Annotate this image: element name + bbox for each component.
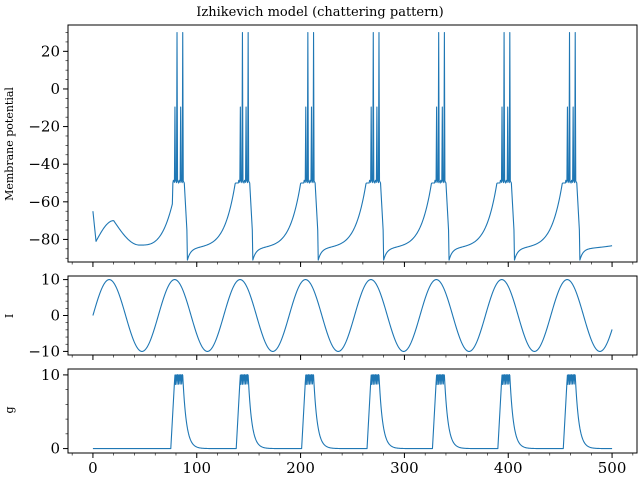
conductance-series-line: [92, 374, 613, 450]
conductance-axes-frame: [67, 368, 638, 454]
membrane-potential-series-line: [92, 31, 613, 261]
conductance-xtick-label: 500: [598, 459, 627, 477]
membrane-potential-ytick-label: −40: [28, 155, 60, 173]
membrane-potential-ylabel: Membrane potential: [3, 87, 16, 201]
conductance-xtick-label: 100: [182, 459, 211, 477]
membrane-potential-ytick-label: 20: [41, 42, 60, 60]
conductance-ytick-label: 10: [41, 366, 60, 384]
conductance-ylabel: g: [3, 406, 16, 413]
conductance-xtick-label: 300: [390, 459, 419, 477]
input-current-ylabel: I: [3, 314, 16, 318]
input-current-ytick-label: −10: [28, 342, 60, 360]
conductance-xtick-label: 400: [494, 459, 523, 477]
chart-title: Izhikevich model (chattering pattern): [196, 5, 444, 20]
input-current-axes-frame: [67, 275, 638, 356]
membrane-potential-ytick-label: −20: [28, 118, 60, 136]
conductance-xtick-label: 200: [286, 459, 315, 477]
conductance-xtick-label: 0: [88, 459, 98, 477]
conductance-ytick-label: 0: [50, 440, 60, 458]
input-current-ytick-label: 10: [41, 271, 60, 289]
membrane-potential-axes-frame: [67, 24, 638, 263]
membrane-potential-ytick-label: −60: [28, 193, 60, 211]
membrane-potential-ytick-label: 0: [50, 80, 60, 98]
input-current-panel: I 10 0 −10: [3, 271, 638, 360]
input-current-series-line: [92, 279, 613, 352]
membrane-potential-ytick-label: −80: [28, 230, 60, 248]
membrane-potential-panel: Membrane potential 20 0 −20 −40 −60 −80: [3, 24, 638, 267]
input-current-ytick-label: 0: [50, 307, 60, 325]
